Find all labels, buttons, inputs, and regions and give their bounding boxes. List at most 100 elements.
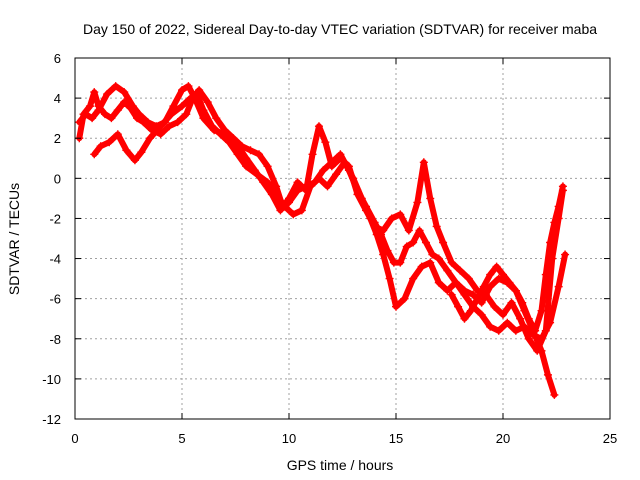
x-axis-label: GPS time / hours: [287, 457, 394, 473]
data-point: [511, 286, 520, 295]
data-point: [94, 106, 103, 115]
data-point: [426, 194, 435, 203]
y-tick-label: -6: [49, 292, 61, 307]
data-point: [314, 174, 323, 183]
x-tick-label: 15: [389, 431, 403, 446]
data-point: [439, 238, 448, 247]
y-tick-label: -10: [42, 372, 61, 387]
series-band: [448, 183, 566, 334]
data-point: [505, 278, 514, 287]
data-point: [231, 138, 240, 147]
data-point: [210, 126, 219, 135]
data-point: [546, 238, 555, 247]
plot-frame: [74, 57, 611, 420]
data-point: [415, 226, 424, 235]
data-point: [379, 250, 388, 259]
data-point: [479, 282, 488, 291]
y-tick-label: -4: [49, 252, 61, 267]
data-point: [541, 326, 550, 335]
data-point: [353, 190, 362, 199]
data-point: [103, 90, 112, 99]
data-point: [75, 118, 84, 127]
data-point: [285, 194, 293, 203]
data-point: [152, 122, 161, 131]
data-point: [130, 156, 139, 165]
y-tick-label: -8: [49, 332, 61, 347]
data-point: [128, 102, 137, 111]
data-point: [332, 170, 341, 179]
data-point: [421, 238, 430, 247]
data-point: [554, 282, 563, 291]
data-point: [499, 270, 507, 279]
data-point: [199, 114, 208, 123]
data-point: [516, 314, 525, 323]
data-point: [454, 302, 463, 311]
data-point: [88, 114, 97, 123]
data-point: [460, 314, 469, 323]
series-track-c: [75, 82, 567, 355]
data-point: [413, 198, 422, 207]
data-point: [246, 146, 255, 155]
data-point: [531, 326, 540, 335]
y-tick-label: 6: [54, 51, 61, 66]
data-point: [503, 318, 512, 327]
data-point: [417, 262, 426, 271]
chart-title: Day 150 of 2022, Sidereal Day-to-day VTE…: [83, 21, 597, 37]
data-point: [432, 222, 441, 231]
data-point: [289, 210, 298, 219]
data-point: [385, 274, 394, 283]
data-point: [212, 114, 221, 123]
data-point: [486, 322, 495, 331]
data-point: [111, 82, 120, 91]
data-point: [511, 326, 520, 335]
y-axis-label: SDTVAR / TECUs: [6, 183, 22, 295]
data-point: [302, 186, 311, 195]
data-point: [160, 118, 169, 127]
y-tick-label: -12: [42, 412, 61, 427]
data-point: [554, 202, 563, 211]
data-point: [113, 106, 122, 115]
data-point: [396, 210, 405, 219]
data-point: [242, 154, 251, 163]
data-point: [327, 162, 336, 171]
data-point: [392, 302, 400, 311]
data-point: [477, 310, 486, 319]
data-point: [336, 154, 345, 163]
data-point: [178, 102, 186, 111]
data-point: [492, 262, 501, 271]
data-point: [402, 242, 411, 251]
data-point: [107, 114, 116, 123]
series-track-d: [447, 182, 567, 335]
data-point: [370, 222, 379, 231]
data-point: [143, 118, 152, 127]
data-point: [113, 130, 122, 139]
data-point: [443, 266, 452, 275]
data-point: [451, 278, 460, 287]
data-point: [466, 306, 475, 315]
data-point: [362, 206, 371, 215]
data-point: [184, 82, 193, 91]
x-tick-label: 5: [178, 431, 185, 446]
data-point: [464, 274, 473, 283]
x-tick-label: 25: [603, 431, 617, 446]
data-point: [81, 110, 90, 119]
data-point: [190, 94, 199, 103]
data-point: [263, 162, 272, 171]
data-point: [443, 286, 452, 295]
data-point: [494, 274, 503, 283]
x-tick-label: 0: [71, 431, 78, 446]
data-point: [409, 274, 418, 283]
data-point: [182, 110, 191, 119]
data-point: [137, 148, 146, 157]
data-point: [524, 314, 533, 323]
data-point: [90, 150, 99, 159]
data-point: [267, 190, 276, 199]
data-point: [518, 298, 527, 307]
data-point: [428, 250, 437, 259]
series-layer: [75, 82, 570, 399]
data-point: [203, 98, 212, 107]
data-point: [156, 130, 165, 139]
data-point: [96, 142, 105, 151]
data-point: [400, 294, 409, 303]
